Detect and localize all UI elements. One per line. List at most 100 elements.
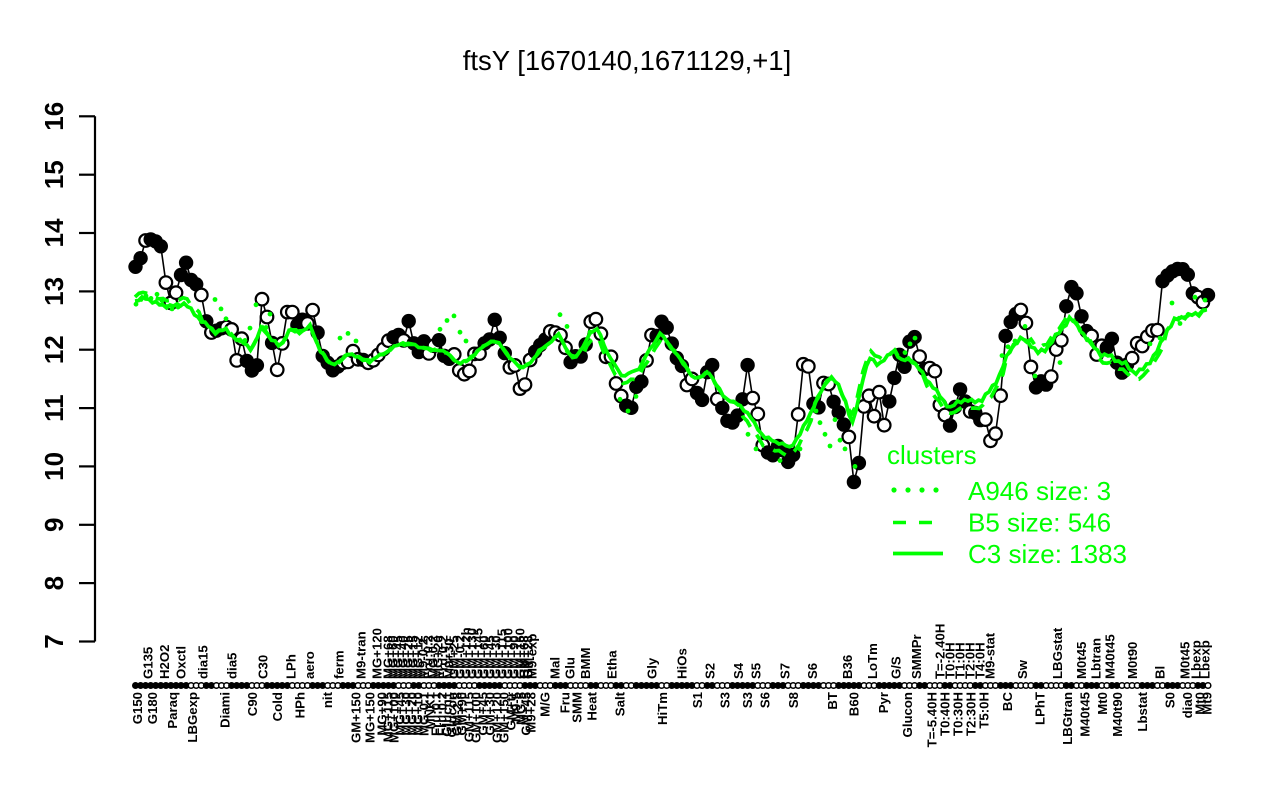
- svg-text:Glucn1: Glucn1: [440, 692, 455, 737]
- svg-text:Mt9: Mt9: [1200, 692, 1215, 715]
- svg-text:GM+45: GM+45: [519, 692, 534, 736]
- svg-text:M9-0.2: M9-0.2: [416, 638, 431, 679]
- svg-text:Paraq: Paraq: [165, 692, 180, 729]
- svg-text:T1:0H: T1:0H: [953, 642, 968, 679]
- svg-text:Pyr: Pyr: [876, 692, 891, 713]
- svg-text:dia15: dia15: [196, 645, 211, 679]
- svg-text:Fru:0.2: Fru:0.2: [436, 635, 451, 679]
- svg-text:15: 15: [39, 160, 69, 189]
- svg-text:M9+30: M9+30: [442, 638, 457, 679]
- svg-text:C3 size: 1383: C3 size: 1383: [968, 539, 1127, 569]
- svg-text:MG+100: MG+100: [387, 692, 402, 743]
- svg-text:9: 9: [39, 518, 69, 532]
- svg-text:MG-5: MG-5: [514, 692, 529, 725]
- svg-text:GM+90: GM+90: [507, 635, 522, 679]
- svg-text:Glu: Glu: [563, 657, 578, 679]
- svg-text:M9-5: M9-5: [509, 692, 524, 722]
- svg-text:Oxctl: Oxctl: [174, 646, 189, 679]
- svg-text:S5: S5: [749, 663, 764, 679]
- svg-text:MNK1: MNK1: [423, 692, 438, 729]
- svg-text:MG-0.1: MG-0.1: [417, 692, 432, 736]
- svg-text:Lbstat: Lbstat: [1135, 691, 1150, 731]
- svg-text:S7: S7: [778, 663, 793, 679]
- svg-text:GM+28: GM+28: [521, 635, 536, 679]
- svg-text:M9-exp: M9-exp: [525, 634, 540, 679]
- svg-text:Heat: Heat: [585, 691, 600, 720]
- svg-text:MG+60: MG+60: [386, 635, 401, 679]
- svg-text:G180: G180: [145, 692, 160, 724]
- svg-text:GM+45: GM+45: [476, 692, 491, 736]
- svg-text:LBGstat: LBGstat: [1050, 627, 1065, 679]
- svg-text:H2O2: H2O2: [157, 645, 172, 679]
- svg-text:GM-2.8: GM-2.8: [450, 692, 465, 736]
- svg-text:S3: S3: [718, 692, 733, 708]
- svg-text:M9-tran: M9-tran: [354, 631, 369, 679]
- svg-text:LoTm: LoTm: [865, 643, 880, 679]
- svg-text:M/G: M/G: [538, 692, 553, 717]
- svg-text:S6: S6: [758, 692, 773, 708]
- svg-text:LPh: LPh: [284, 654, 299, 679]
- svg-text:GM+12h: GM+12h: [459, 627, 474, 679]
- svg-text:Salt: Salt: [613, 691, 628, 716]
- svg-text:MG+115: MG+115: [381, 692, 396, 742]
- svg-text:M0t45: M0t45: [1178, 642, 1193, 679]
- svg-text:GM+100: GM+100: [469, 692, 484, 743]
- svg-text:GM+150: GM+150: [349, 692, 364, 743]
- svg-text:11: 11: [39, 394, 69, 422]
- svg-text:Lbexp: Lbexp: [1189, 640, 1204, 679]
- svg-text:GM+100: GM+100: [501, 628, 516, 679]
- svg-text:A946 size: 3: A946 size: 3: [968, 476, 1111, 506]
- svg-text:GM+45: GM+45: [483, 635, 498, 679]
- svg-text:G135: G135: [141, 647, 156, 679]
- svg-text:Diami: Diami: [218, 692, 233, 728]
- svg-text:BC: BC: [1000, 692, 1015, 712]
- svg-text:M40t45: M40t45: [1078, 692, 1093, 737]
- svg-text:T0:30H: T0:30H: [951, 692, 966, 736]
- svg-text:aero: aero: [302, 651, 317, 679]
- svg-text:GM+68: GM+68: [517, 635, 532, 679]
- svg-text:M0t45: M0t45: [1074, 642, 1089, 679]
- svg-text:Gly: Gly: [645, 657, 660, 679]
- svg-text:Lbexp: Lbexp: [1198, 640, 1213, 679]
- svg-text:Mt0: Mt0: [1193, 692, 1208, 715]
- svg-text:Cold: Cold: [270, 692, 285, 721]
- svg-text:Lbtran: Lbtran: [1089, 638, 1104, 679]
- svg-text:GM+115: GM+115: [462, 692, 477, 742]
- svg-text:GM+130: GM+130: [465, 628, 480, 679]
- svg-text:GM+30: GM+30: [489, 635, 504, 679]
- svg-text:GM+150: GM+150: [497, 692, 512, 743]
- svg-text:S1: S1: [690, 692, 705, 708]
- svg-text:LBGtran: LBGtran: [1060, 692, 1075, 745]
- svg-text:GM+90: GM+90: [455, 692, 470, 736]
- svg-text:LBGexp: LBGexp: [185, 692, 200, 743]
- svg-text:M0t90: M0t90: [1125, 642, 1140, 679]
- svg-text:T4:0H: T4:0H: [973, 642, 988, 679]
- svg-text:GM+145: GM+145: [471, 628, 486, 679]
- svg-text:T=-2.40H: T=-2.40H: [933, 624, 948, 679]
- svg-text:SMM: SMM: [570, 692, 585, 723]
- svg-text:Glucon: Glucon: [900, 692, 915, 737]
- svg-text:S8: S8: [786, 692, 801, 708]
- svg-text:16: 16: [39, 102, 69, 131]
- svg-text:10: 10: [39, 452, 69, 481]
- svg-text:MG+12: MG+12: [411, 635, 426, 679]
- svg-text:MG+45: MG+45: [391, 635, 406, 679]
- svg-text:S3: S3: [740, 692, 755, 708]
- svg-text:S0: S0: [1163, 692, 1178, 708]
- svg-text:M9+28: M9+28: [524, 692, 539, 733]
- svg-text:MG+20: MG+20: [431, 635, 446, 679]
- svg-text:MG+150: MG+150: [363, 692, 378, 743]
- svg-text:GM+tr: GM+tr: [504, 692, 519, 730]
- svg-text:S4: S4: [731, 662, 746, 679]
- svg-text:MG+30: MG+30: [399, 692, 414, 736]
- svg-text:B36: B36: [840, 655, 855, 679]
- svg-text:G/S: G/S: [889, 656, 904, 679]
- svg-text:dia5: dia5: [225, 653, 240, 679]
- svg-text:12: 12: [39, 335, 69, 364]
- svg-text:MG+25: MG+25: [401, 635, 416, 679]
- svg-text:Bl: Bl: [1153, 666, 1168, 679]
- svg-text:GM+30: GM+30: [483, 692, 498, 736]
- svg-text:Mt0: Mt0: [1095, 692, 1110, 715]
- svg-text:14: 14: [39, 218, 69, 247]
- svg-text:GM+120: GM+120: [490, 692, 505, 743]
